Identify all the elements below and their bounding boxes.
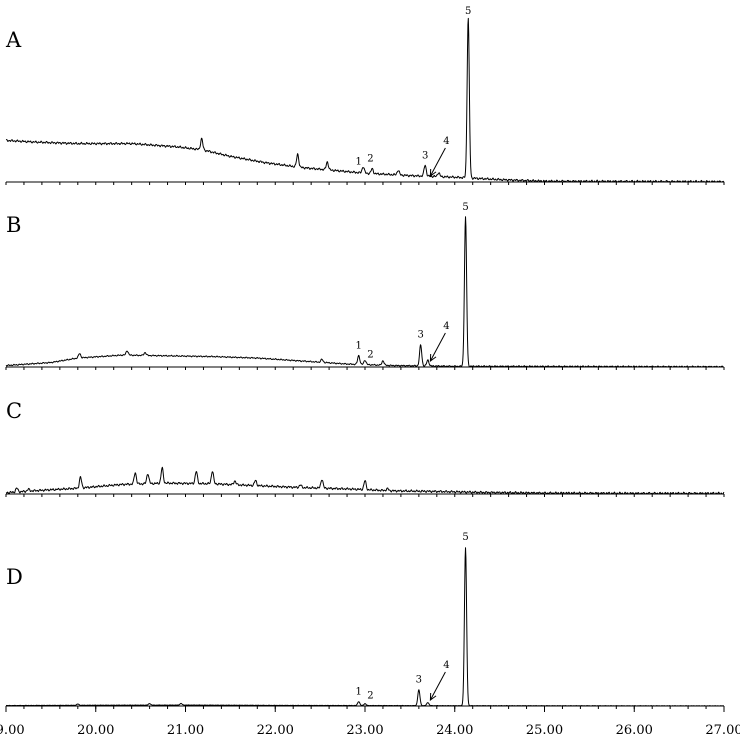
peak-4-arrow bbox=[429, 332, 446, 363]
peak-label-5: 5 bbox=[462, 202, 468, 213]
peak-label-4: 4 bbox=[443, 321, 449, 332]
peak-4-arrow bbox=[429, 147, 446, 178]
peak-label-3: 3 bbox=[417, 330, 423, 341]
panel-label: D bbox=[6, 565, 23, 589]
panel-a: A 1 2 3 4 5 bbox=[5, 6, 725, 185]
chromatogram-trace bbox=[5, 17, 725, 183]
arrow-head bbox=[429, 692, 437, 702]
arrow-shaft bbox=[429, 332, 446, 362]
x-tick-label: 22.00 bbox=[257, 723, 294, 738]
peak-label-1: 1 bbox=[356, 340, 362, 351]
x-tick-label: 26.00 bbox=[616, 723, 653, 738]
x-tick-label: 20.00 bbox=[77, 723, 114, 738]
x-tick-label: 25.00 bbox=[526, 723, 563, 738]
panel-minor-ticks bbox=[5, 494, 725, 497]
arrow-head bbox=[429, 353, 437, 363]
arrow-shaft bbox=[429, 671, 446, 701]
peak-label-5: 5 bbox=[462, 532, 468, 543]
chromatogram-trace bbox=[5, 466, 725, 495]
peak-label-4: 4 bbox=[443, 136, 449, 147]
chromatogram-trace bbox=[5, 216, 725, 368]
panel-minor-ticks bbox=[5, 367, 725, 370]
peak-label-2: 2 bbox=[367, 153, 373, 164]
arrow-shaft bbox=[429, 147, 446, 177]
chromatogram-trace bbox=[5, 547, 725, 707]
peak-label-4: 4 bbox=[443, 660, 449, 671]
x-axis: 19.00 20.00 21.00 22.00 23.00 24.00 25.00 26.00… bbox=[0, 706, 740, 738]
panel-b: B 12 3 4 5 bbox=[5, 202, 725, 370]
peak-label-3: 3 bbox=[416, 675, 422, 686]
panel-minor-ticks bbox=[5, 182, 725, 185]
x-tick-label: 27.00 bbox=[705, 723, 740, 738]
panel-c: C bbox=[5, 399, 725, 497]
peak-label-1: 1 bbox=[356, 687, 362, 698]
peak-4-arrow bbox=[429, 671, 446, 702]
panel-d: D 1 2 3 4 5 bbox=[5, 532, 725, 709]
panel-label: B bbox=[6, 213, 21, 237]
x-tick-label: 19.00 bbox=[0, 723, 25, 738]
arrow-head bbox=[429, 168, 437, 178]
x-tick-label: 23.00 bbox=[346, 723, 383, 738]
panel-label: C bbox=[6, 399, 22, 423]
panel-minor-ticks bbox=[5, 706, 725, 709]
peak-label-1: 1 bbox=[356, 157, 362, 168]
peak-label-5: 5 bbox=[465, 6, 471, 17]
peak-label-2: 2 bbox=[367, 690, 373, 701]
peak-label-3: 3 bbox=[422, 150, 428, 161]
x-tick-label: 24.00 bbox=[436, 723, 473, 738]
panel-label: A bbox=[5, 28, 22, 52]
peak-label-2: 2 bbox=[367, 349, 373, 360]
x-tick-label: 21.00 bbox=[167, 723, 204, 738]
